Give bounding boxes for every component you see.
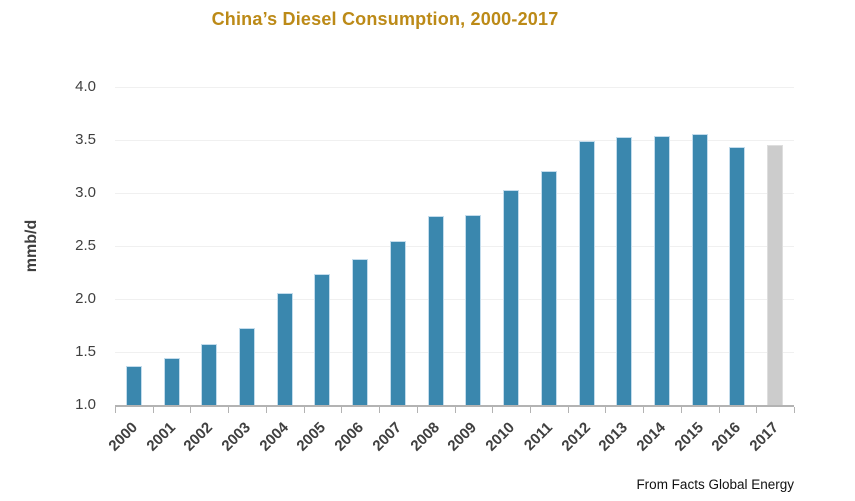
x-axis-tick: [265, 407, 267, 413]
x-tick-label-2005: 2005: [293, 419, 330, 455]
bar-2004: [276, 292, 293, 405]
bar-2005: [314, 273, 331, 405]
x-tick-label-2009: 2009: [444, 419, 481, 455]
x-tick-label-2014: 2014: [633, 419, 669, 455]
bar-2001: [163, 358, 180, 405]
x-tick-label-2004: 2004: [256, 419, 292, 455]
bar-2012: [578, 141, 595, 405]
x-axis-tick: [341, 407, 343, 413]
x-tick-label-2002: 2002: [180, 419, 217, 455]
x-tick-label-2008: 2008: [407, 419, 443, 455]
bar-2017-forecast: [767, 145, 784, 405]
x-axis-tick: [190, 407, 192, 413]
x-axis-tick: [567, 407, 569, 413]
bar-2011: [540, 170, 557, 405]
y-tick-label-1.5: 1.5: [75, 343, 96, 360]
bar-2015: [691, 133, 708, 405]
x-tick-label-2006: 2006: [331, 419, 368, 455]
y-tick-label-3.5: 3.5: [75, 131, 96, 148]
x-axis-tick: [605, 407, 607, 413]
x-axis-tick: [115, 407, 116, 413]
x-axis-tick: [718, 407, 720, 413]
gridline-2.0: [115, 299, 794, 300]
bar-2007: [389, 240, 406, 405]
x-axis-tick: [492, 407, 494, 413]
x-tick-label-2017: 2017: [746, 419, 783, 455]
x-axis-tick: [228, 407, 230, 413]
x-tick-label-2007: 2007: [369, 419, 405, 455]
bar-2016: [729, 147, 746, 405]
chart-title: China’s Diesel Consumption, 2000-2017: [211, 9, 559, 29]
y-tick-label-4.0: 4.0: [75, 78, 96, 95]
x-tick-label-2010: 2010: [482, 419, 519, 455]
x-axis-tick: [794, 407, 795, 413]
bar-2014: [653, 135, 670, 405]
x-axis-tick: [756, 407, 758, 413]
bar-2008: [427, 216, 444, 405]
bar-2002: [201, 343, 218, 405]
x-axis-tick: [680, 407, 682, 413]
bar-2009: [465, 215, 482, 405]
y-tick-label-1.0: 1.0: [75, 396, 96, 413]
plot-area: [115, 87, 795, 413]
bar-2006: [352, 258, 369, 405]
x-tick-label-2012: 2012: [557, 419, 594, 455]
x-tick-label-2015: 2015: [671, 419, 707, 455]
gridline-4.0: [115, 87, 794, 88]
x-tick-label-2003: 2003: [218, 419, 255, 455]
x-axis-tick: [454, 407, 456, 413]
x-axis-tick: [529, 407, 531, 413]
bar-2003: [239, 327, 256, 405]
x-tick-label-2011: 2011: [520, 419, 556, 455]
bar-2000: [125, 365, 142, 405]
x-axis-tick: [643, 407, 645, 413]
bar-2010: [503, 189, 520, 405]
y-tick-label-3.0: 3.0: [75, 184, 96, 201]
x-axis-tick: [303, 407, 305, 413]
x-tick-label-2013: 2013: [595, 419, 632, 455]
x-tick-label-2000: 2000: [105, 419, 141, 455]
x-tick-label-2001: 2001: [142, 419, 179, 455]
bar-2013: [616, 136, 633, 405]
x-axis-tick: [152, 407, 154, 413]
x-tick-label-2016: 2016: [708, 419, 745, 455]
y-tick-label-2.0: 2.0: [75, 290, 96, 307]
source-attribution: From Facts Global Energy: [636, 477, 794, 492]
x-axis-tick: [416, 407, 418, 413]
x-axis-tick: [379, 407, 381, 413]
gridline-2.5: [115, 246, 794, 247]
gridline-1.5: [115, 352, 794, 353]
y-tick-label-2.5: 2.5: [75, 237, 96, 254]
gridline-3.5: [115, 140, 794, 141]
gridline-3.0: [115, 193, 794, 194]
